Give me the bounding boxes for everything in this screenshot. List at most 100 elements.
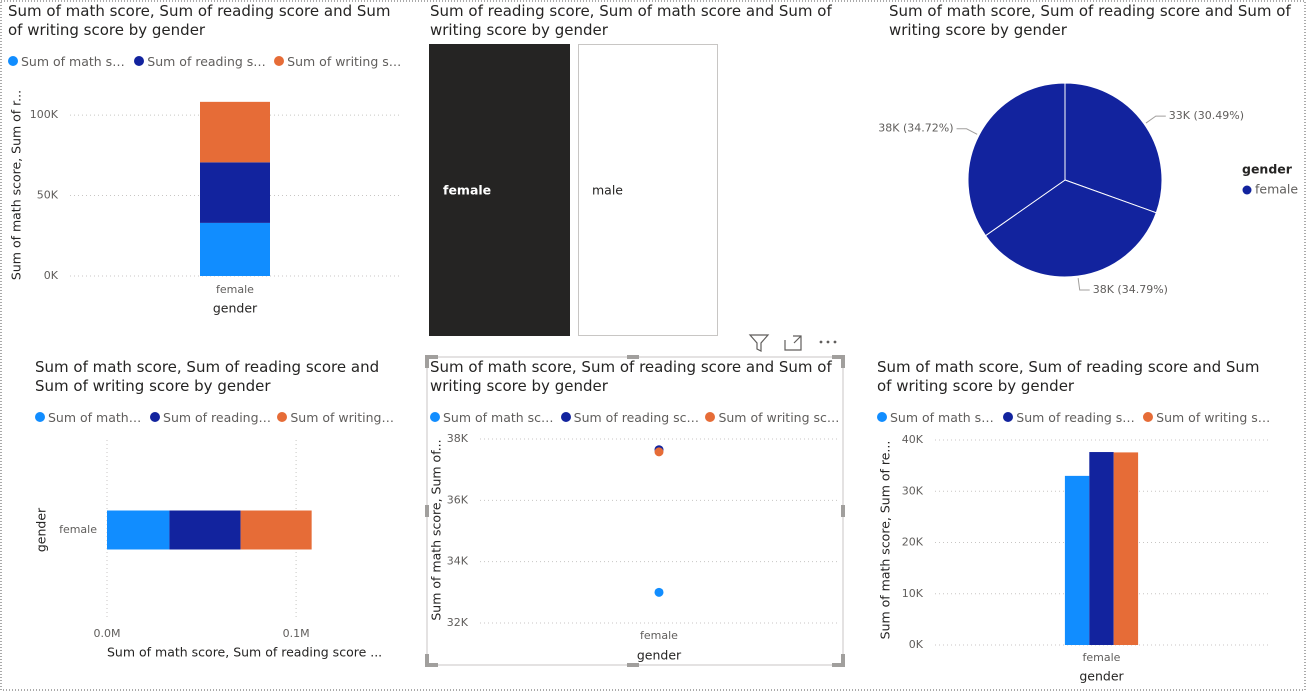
bar-segment [200,222,270,276]
legend-item: Sum of reading score [150,410,271,425]
chart-title: Sum of math score, Sum of reading score … [877,358,1260,395]
legend-item: Sum of math score [8,54,128,69]
y-tick-label: 20K [902,536,924,549]
y-tick-label: 100K [30,108,59,121]
legend: Sum of math score Sum of reading score Sum… [430,408,840,426]
y-axis-title: Sum of math score, Sum of re... [878,441,893,640]
legend-swatch [274,56,285,66]
y-axis-title: gender [34,507,49,552]
legend-swatch [8,56,18,66]
x-tick-label: 0.1M [283,627,310,640]
y-tick-label: 32K [447,616,469,629]
legend-item: Sum of reading score [560,409,700,425]
x-axis-title: gender [637,648,682,663]
legend: Sum of math score Sum of reading score Sum… [877,408,1273,426]
x-tick-label: female [640,629,678,642]
more-options-icon[interactable] [819,340,837,344]
leader-line [1077,278,1090,291]
point [654,447,664,457]
legend-swatch [1003,412,1014,422]
legend-swatch [134,56,145,66]
leader-line [1145,115,1166,124]
legend-label: Sum of reading score [147,53,269,69]
legend-swatch [150,412,161,422]
legend-label: Sum of reading score [573,409,700,425]
x-tick-label: female [216,283,254,296]
point [654,587,664,597]
legend-label: Sum of reading score [163,409,271,425]
bar [1113,452,1139,645]
bar-segment [169,510,241,550]
y-tick-label: 0K [44,269,59,282]
y-tick-label: 0K [909,638,924,651]
legend-item: Sum of writing score [274,54,404,69]
filter-icon[interactable] [748,334,770,352]
selection-frame [426,356,844,666]
x-tick-label: 0.0M [94,627,121,640]
legend-swatch [877,412,887,422]
x-axis-title: gender [213,301,258,316]
legend-label: Sum of writing score [287,53,404,69]
legend-item: Sum of reading score [1003,410,1137,425]
legend-label: female [1255,182,1298,197]
y-tick-label: 50K [37,189,59,202]
bar-segment [200,162,270,223]
bar [1064,475,1090,645]
legend-item: Sum of math score [430,410,555,425]
legend-label: Sum of writing score [290,409,395,425]
legend-swatch [35,412,45,422]
x-axis-title: Sum of math score, Sum of reading score … [107,645,382,660]
y-tick-label: 36K [447,493,469,506]
pie-slice [967,82,1066,237]
slicer-label: female [443,183,491,198]
y-tick-label: 30K [902,484,924,497]
bar [1089,452,1114,645]
data-label: 33K (30.49%) [1169,109,1244,122]
legend-label: Sum of reading score [1016,409,1138,425]
legend-swatch [1143,412,1154,422]
focus-mode-icon[interactable] [784,335,802,351]
y-tick-label: 10K [902,587,924,600]
y-tick-label: 38K [447,432,469,445]
x-axis-title: gender [1079,669,1124,684]
chart-title: Sum of math score, Sum of reading score … [889,2,1291,39]
pie-slice [1064,82,1163,214]
legend-label: Sum of math score [890,409,998,425]
legend-label: Sum of math score [21,53,129,69]
bar-segment [200,101,270,163]
legend-title: gender [1242,162,1293,177]
data-label: 38K (34.72%) [878,122,953,135]
chart-title: Sum of reading score, Sum of math score … [430,2,832,39]
y-tick-label: 34K [447,555,469,568]
slicer-tile[interactable] [429,44,570,336]
bar-segment [107,510,170,550]
slicer-label: male [592,183,623,198]
chart-title: Sum of math score, Sum of reading score … [8,2,391,39]
legend-item: Sum of writing score [277,410,395,425]
resize-handles [425,355,845,667]
y-tick-label: female [59,523,97,536]
legend-item: Sum of reading score [134,54,268,69]
legend-label: Sum of math score [443,409,555,425]
legend-label: Sum of writing score [1156,409,1273,425]
slicer-tile[interactable] [578,44,718,336]
legend-label: Sum of writing score [718,409,840,425]
y-axis-title: Sum of math score, Sum of r... [9,90,24,280]
legend-swatch [277,412,288,422]
data-label: 38K (34.79%) [1093,283,1168,296]
legend-item: Sum of math score [35,410,144,425]
chart-title: Sum of math score, Sum of reading score … [430,358,832,395]
legend-swatch [430,412,440,422]
legend-swatch [560,412,571,422]
legend: Sum of math score Sum of reading score Sum… [8,52,404,70]
legend-item: Sum of writing score [705,410,840,425]
bar-segment [240,510,312,550]
legend-label: Sum of math score [48,409,144,425]
legend-swatch [1242,185,1252,195]
legend-item: Sum of writing score [1143,410,1273,425]
legend-swatch [705,412,716,422]
x-tick-label: female [1083,651,1121,664]
